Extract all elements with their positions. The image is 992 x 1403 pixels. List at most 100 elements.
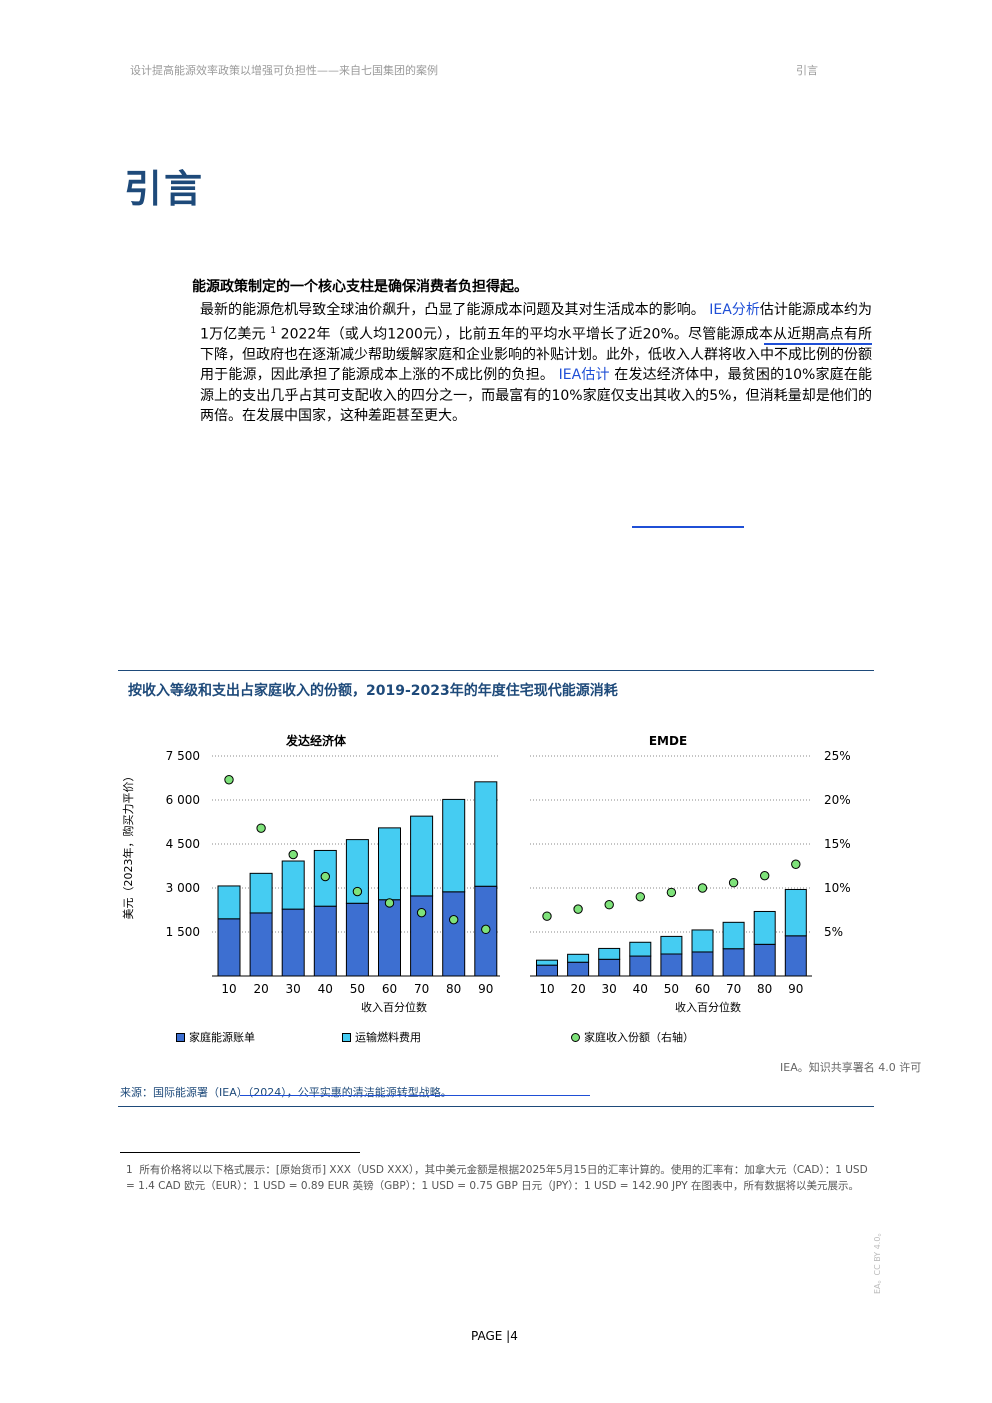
x-tick-label: 30 (602, 982, 617, 996)
y2-tick-label: 10% (824, 881, 851, 895)
y2-tick-label: 25% (824, 749, 851, 763)
x-tick-label: 80 (757, 982, 772, 996)
para-text-4: 在发达经济体中，最贫困的10%家庭在能源上的支出几乎占其可支配收入的四分之一，而… (200, 367, 872, 425)
footnote-ref[interactable]: 1 (270, 325, 277, 336)
figure-bottom-rule (118, 1106, 874, 1107)
legend-swatch-share (571, 1032, 580, 1042)
side-license-mark: EA。CC BY 4.0。 (873, 1228, 882, 1294)
para-text-2: 估计能源成本约为1万亿美元 (200, 302, 873, 343)
bar-1-1-7 (753, 910, 776, 945)
bar-1-0-3 (629, 955, 652, 977)
intro-paragraph: 最新的能源危机导致全球油价飙升，凸显了能源成本问题及其对生活成本的影响。 IEA… (200, 300, 872, 427)
legend-label-bills: 家庭能源账单 (189, 1031, 255, 1044)
bar-1-1-8 (784, 888, 807, 937)
y-tick-label: 4 500 (166, 837, 200, 851)
bar-0-1-4 (345, 839, 369, 904)
x-tick-label: 90 (788, 982, 803, 996)
bar-0-0-0 (217, 918, 241, 977)
chart-area: 美元（2023年，购买力平价） 发达经济体 EMDE 7 500 6 000 4 5… (121, 733, 851, 1014)
x-tick-label: 60 (382, 982, 397, 996)
share-point-0-6 (416, 907, 427, 918)
y-tick-label: 6 000 (166, 793, 200, 807)
figure-source[interactable]: 来源：国际能源署（IEA）（2024），公平实惠的清洁能源转型战略。 (120, 1086, 452, 1099)
legend-transport: 运输燃料费用 (342, 1029, 421, 1045)
share-point-1-1 (573, 904, 583, 914)
bar-1-1-1 (567, 953, 590, 963)
source-underline (240, 1095, 590, 1096)
share-point-1-2 (604, 900, 614, 910)
legend-swatch-bills (176, 1032, 185, 1042)
share-point-0-0 (224, 775, 234, 785)
y-tick-label: 1 500 (166, 925, 200, 939)
footnote: 1 所有价格将以以下格式展示：[原始货币] XXX（USD XXX），其中美元金… (126, 1162, 874, 1194)
para-text-1: 最新的能源危机导致全球油价飙升，凸显了能源成本问题及其对生活成本的影响。 (200, 302, 710, 318)
iea-estimate-link[interactable]: IEA估计 (558, 367, 610, 384)
share-point-1-4 (666, 887, 677, 898)
footnote-number: 1 (126, 1164, 133, 1176)
legend-energy-bills: 家庭能源账单 (176, 1029, 255, 1045)
x-tick-label: 40 (318, 982, 333, 996)
legend-swatch-transport (342, 1032, 351, 1042)
x-tick-label: 50 (350, 982, 365, 996)
panel-emde: 25% 20% 15% 10% 5% 10 20 30 40 50 60 70 80 90 (530, 749, 851, 996)
bar-0-1-8 (474, 781, 498, 887)
bar-1-0-2 (598, 958, 621, 977)
share-point-0-3 (320, 871, 331, 882)
para-text-3: 2022年（或人均1200元），比前五年的平均水平增长了近20%。尽管能源成本从… (200, 326, 872, 384)
bar-0-0-3 (313, 905, 337, 977)
share-point-0-4 (352, 886, 363, 897)
share-point-1-8 (791, 859, 801, 869)
bar-1-0-0 (536, 964, 558, 977)
share-point-1-3 (635, 892, 645, 902)
legend-label-share: 家庭收入份额（右轴） (584, 1031, 694, 1044)
bar-1-0-5 (691, 951, 714, 977)
bar-0-0-5 (378, 899, 401, 977)
panel-title-advanced: 发达经济体 (285, 733, 347, 748)
x-tick-label: 30 (286, 982, 301, 996)
bar-0-1-1 (249, 872, 273, 914)
x-tick-label: 10 (539, 982, 554, 996)
bar-0-0-1 (249, 912, 273, 977)
x-tick-label: 90 (478, 982, 493, 996)
x-tick-label: 70 (414, 982, 429, 996)
y2-tick-label: 15% (824, 837, 851, 851)
lead-sentence: 能源政策制定的一个核心支柱是确保消费者负担得起。 (192, 279, 528, 295)
footnote-rule (120, 1152, 360, 1153)
bar-1-0-7 (753, 943, 776, 977)
share-point-0-7 (449, 914, 459, 925)
panel-title-emde: EMDE (649, 734, 687, 748)
x-tick-label: 20 (570, 982, 585, 996)
share-point-0-5 (384, 898, 395, 908)
x-tick-label: 50 (664, 982, 679, 996)
x-tick-label: 20 (253, 982, 268, 996)
bar-0-0-2 (281, 908, 305, 977)
bar-0-0-7 (442, 891, 466, 977)
x-tick-label: 80 (446, 982, 461, 996)
x-tick-label: 60 (695, 982, 710, 996)
share-point-1-6 (728, 878, 739, 888)
bar-1-1-6 (722, 921, 745, 950)
y-tick-label: 3 000 (166, 881, 200, 895)
figure-top-rule (118, 670, 874, 671)
running-header-title: 设计提高能源效率政策以增强可负担性——来自七国集团的案例 (130, 64, 438, 77)
x-axis-label-advanced: 收入百分位数 (361, 1000, 427, 1014)
x-tick-label: 40 (633, 982, 648, 996)
iea-analysis-link[interactable]: IEA分析 (709, 302, 760, 318)
bar-1-1-4 (660, 935, 683, 955)
bar-1-0-1 (567, 961, 590, 977)
bar-0-0-4 (345, 902, 369, 977)
share-point-0-8 (481, 924, 491, 935)
bar-1-0-6 (722, 948, 745, 977)
share-point-0-1 (256, 823, 266, 833)
bar-0-1-7 (442, 798, 466, 893)
footnote-text: 所有价格将以以下格式展示：[原始货币] XXX（USD XXX），其中美元金额是… (126, 1164, 868, 1192)
bar-0-1-0 (217, 885, 241, 920)
share-point-0-2 (288, 849, 298, 860)
share-point-1-5 (697, 883, 708, 893)
legend-share: 家庭收入份额（右轴） (571, 1029, 694, 1045)
x-axis-label-emde: 收入百分位数 (675, 1000, 741, 1014)
bar-1-1-3 (629, 941, 652, 957)
link-underline (764, 343, 872, 345)
share-point-1-0 (542, 911, 552, 921)
bar-0-0-6 (410, 895, 434, 977)
